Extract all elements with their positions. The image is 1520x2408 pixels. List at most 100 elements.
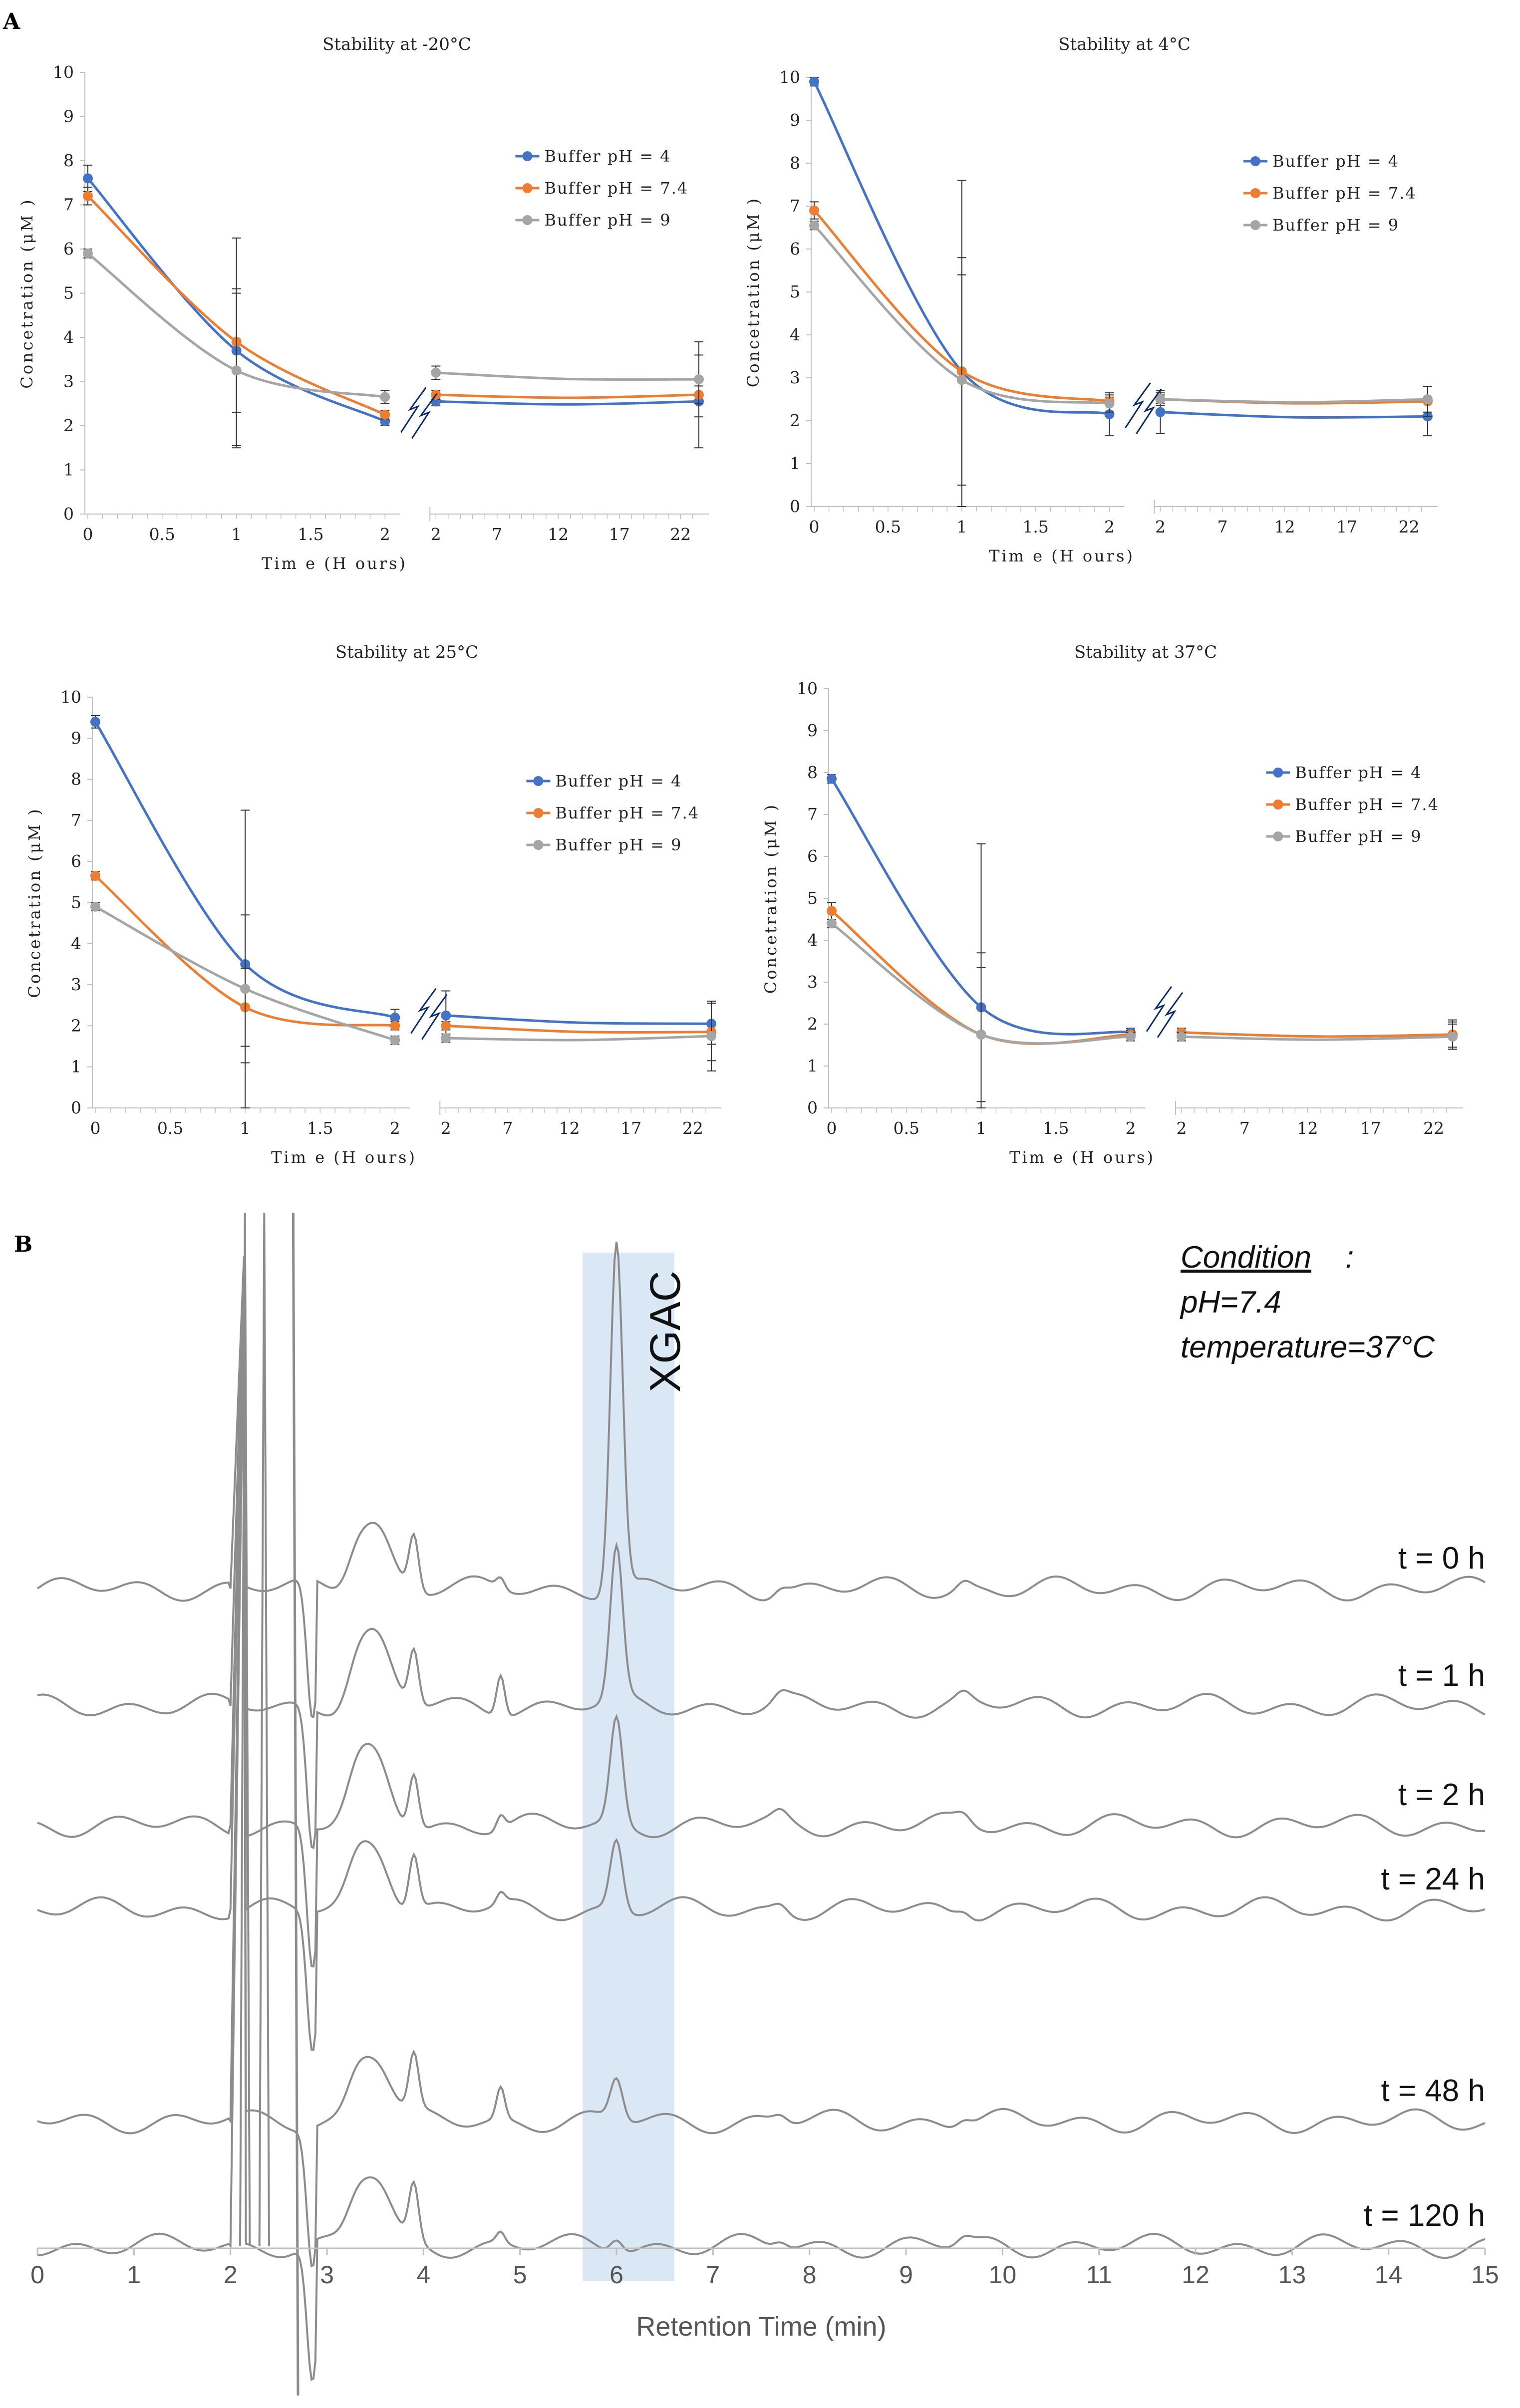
data-point — [976, 1030, 986, 1040]
y-tick-label: 2 — [71, 1016, 81, 1035]
chart-title: Stability at 37°C — [1074, 642, 1217, 662]
data-point — [827, 906, 837, 916]
legend-marker — [522, 183, 533, 193]
x-tick-label: 1 — [231, 525, 242, 544]
x-tick-label: 13 — [1278, 2261, 1306, 2289]
legend-label: Buffer pH = 7.4 — [545, 179, 689, 198]
x-tick-label: 0 — [30, 2261, 44, 2289]
data-point — [441, 1010, 451, 1021]
x-tick-label: 2 — [380, 525, 390, 544]
chromatogram: XGAC Condition: pH=7.4 temperature=37°C t = … — [30, 1212, 1499, 2396]
data-point — [809, 76, 819, 87]
data-point — [441, 1021, 451, 1031]
y-tick-label: 7 — [71, 810, 81, 830]
axis-break-symbol — [410, 988, 437, 1034]
legend-marker — [522, 215, 533, 225]
y-tick-label: 9 — [71, 728, 81, 748]
series-line-right — [1160, 398, 1428, 404]
x-tick-label: 2 — [1155, 517, 1166, 536]
trace-label: t = 1 h — [1398, 1658, 1485, 1693]
x-tick-label: 17 — [609, 525, 630, 544]
y-tick-label: 7 — [63, 195, 74, 215]
axis-break-symbol — [1136, 388, 1162, 435]
panel-a-label: A — [2, 9, 20, 34]
x-tick-label: 17 — [620, 1118, 641, 1138]
condition-temperature: temperature=37°C — [1181, 1330, 1435, 1364]
x-tick-label: 2 — [1177, 1118, 1187, 1138]
data-point — [809, 205, 819, 216]
x-tick-label: 7 — [492, 525, 502, 544]
axis-break-symbol — [411, 393, 438, 439]
y-tick-label: 5 — [790, 282, 800, 301]
chart-title: Stability at 4°C — [1058, 34, 1191, 54]
y-tick-label: 0 — [63, 504, 74, 524]
x-axis-label: Tim e (H ours) — [262, 554, 407, 573]
trace-line — [37, 1278, 1486, 2051]
x-tick-label: 6 — [609, 2261, 623, 2289]
panel-b-chromatogram: XGAC Condition: pH=7.4 temperature=37°C t = … — [30, 1212, 1499, 2396]
y-tick-label: 1 — [807, 1056, 818, 1075]
x-tick-label: 0 — [827, 1118, 837, 1138]
xgac-label: XGAC — [641, 1271, 689, 1392]
series-line-right — [1181, 1035, 1453, 1041]
y-axis-label: Concetration (μM ) — [761, 803, 780, 994]
solvent-front-spikes — [239, 1212, 270, 2246]
x-tick-label: 1 — [127, 2261, 141, 2289]
axis-break-symbol — [421, 994, 448, 1040]
x-axis-label: Retention Time (min) — [636, 2312, 886, 2342]
axis-break-symbol — [400, 387, 427, 433]
y-tick-label: 5 — [71, 893, 81, 912]
x-tick-label: 0.5 — [157, 1118, 183, 1138]
x-tick-label: 8 — [803, 2261, 817, 2289]
legend-label: Buffer pH = 4 — [545, 147, 671, 166]
legend-marker — [1250, 156, 1260, 166]
legend-label: Buffer pH = 9 — [555, 835, 682, 854]
series-line-right — [446, 1014, 712, 1025]
series-line-right — [436, 393, 699, 399]
y-tick-label: 6 — [71, 851, 81, 871]
x-tick-label: 15 — [1471, 2261, 1499, 2289]
legend-label: Buffer pH = 7.4 — [555, 803, 699, 822]
y-tick-label: 4 — [790, 325, 800, 344]
trace-label: t = 120 h — [1364, 2198, 1485, 2233]
y-tick-label: 4 — [63, 327, 74, 347]
x-axis-label: Tim e (H ours) — [1009, 1148, 1155, 1167]
legend-marker — [1273, 800, 1283, 809]
data-point — [83, 191, 93, 201]
legend-label: Buffer pH = 4 — [1272, 152, 1399, 171]
y-tick-label: 0 — [807, 1098, 818, 1117]
x-tick-label: 12 — [559, 1118, 580, 1138]
x-axis-label: Tim e (H ours) — [271, 1148, 417, 1167]
y-tick-label: 8 — [71, 770, 81, 789]
data-point — [1126, 1032, 1136, 1042]
y-tick-label: 3 — [63, 372, 74, 391]
y-tick-label: 1 — [63, 460, 74, 480]
legend-label: Buffer pH = 4 — [1295, 763, 1422, 782]
legend-marker — [533, 840, 544, 850]
axis-break-symbol — [1125, 382, 1151, 429]
legend-marker — [1273, 831, 1283, 841]
legend-label: Buffer pH = 9 — [1272, 216, 1399, 235]
y-tick-label: 10 — [797, 679, 818, 698]
data-point — [431, 367, 441, 378]
x-tick-label: 1.5 — [298, 525, 323, 544]
y-tick-label: 5 — [63, 283, 74, 303]
data-point — [827, 774, 837, 784]
data-point — [1177, 1032, 1187, 1042]
data-point — [90, 901, 100, 912]
y-tick-label: 8 — [790, 153, 800, 173]
y-axis-label: Concetration (μM ) — [17, 198, 36, 388]
y-tick-label: 3 — [807, 972, 818, 992]
x-tick-label: 1.5 — [1043, 1118, 1069, 1138]
data-point — [90, 871, 100, 881]
x-tick-label: 3 — [320, 2261, 334, 2289]
x-tick-label: 2 — [441, 1118, 451, 1138]
x-tick-label: 17 — [1336, 517, 1357, 536]
y-tick-label: 6 — [807, 846, 818, 866]
series-line-left — [813, 81, 1110, 416]
series-line-left — [94, 721, 396, 1019]
trace-label: t = 2 h — [1398, 1778, 1485, 1812]
